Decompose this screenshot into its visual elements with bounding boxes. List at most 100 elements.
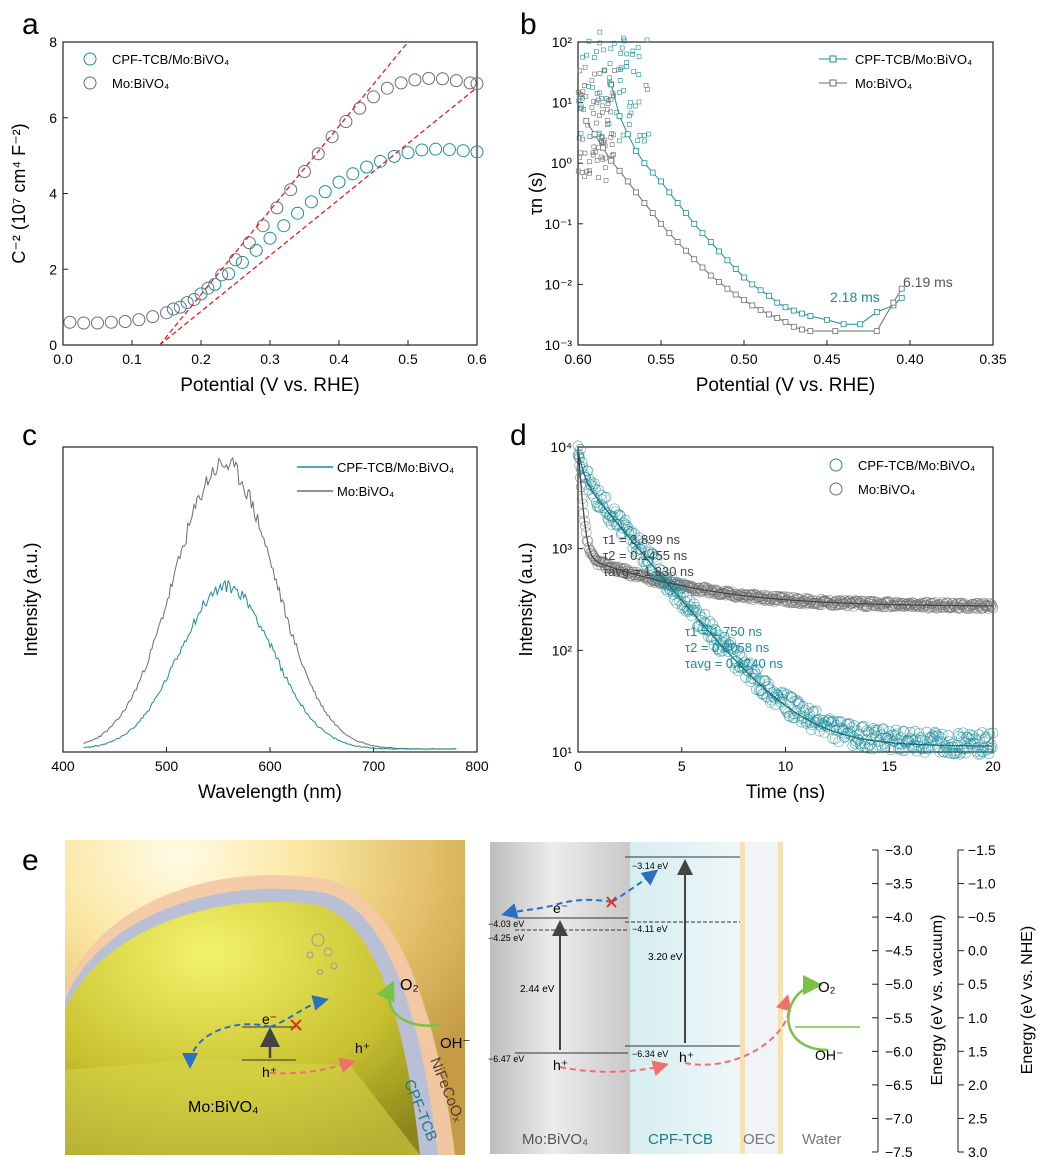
noisy-point (587, 168, 592, 174)
data-point (442, 143, 456, 157)
decay-point (829, 733, 841, 745)
y-tick-label: 10⁻² (544, 276, 572, 292)
data-point (436, 72, 449, 86)
diagram-hole: h⁺ (553, 1057, 568, 1073)
data-point (91, 316, 104, 330)
gap-cpf: 3.20 eV (648, 952, 683, 963)
data-point (799, 310, 805, 317)
data-point (840, 321, 847, 328)
noisy-point (577, 94, 583, 100)
data-point (332, 175, 346, 189)
decay-point (794, 698, 805, 710)
nhe-axis-label: Energy (eV vs. NHE) (1019, 926, 1036, 1074)
data-point (624, 178, 631, 185)
decay-point (769, 692, 781, 704)
data-point (104, 315, 118, 329)
decay-point (956, 743, 968, 755)
data-point (387, 149, 401, 163)
data-point (774, 299, 781, 306)
decay-point (699, 608, 711, 620)
data-point (166, 302, 180, 316)
plot-frame (577, 41, 994, 346)
decay-point (632, 534, 644, 546)
decay-point (972, 748, 984, 760)
decay-point (713, 629, 725, 641)
decay-point (681, 591, 693, 602)
chart-d: 0 5 10 15 20 10¹ 10² 10³ 10⁴ Time (ns) Intensity (… (516, 439, 1001, 803)
decay-point (589, 478, 600, 489)
decay-point (704, 616, 716, 627)
noisy-point (603, 155, 608, 161)
data-point (807, 313, 814, 319)
x-tick-label: 0.2 (191, 351, 211, 367)
noisy-point (601, 47, 606, 53)
diagram-o2: O₂ (818, 979, 836, 996)
legend-marker (829, 458, 843, 472)
noisy-point (602, 165, 608, 171)
data-point (890, 299, 897, 306)
noisy-point (609, 142, 615, 147)
y-tick-label: 2 (49, 261, 57, 277)
data-point (616, 167, 623, 174)
noisy-point (599, 110, 605, 115)
decay-point (817, 714, 829, 726)
x-tick-label: 15 (881, 758, 897, 774)
data-point (394, 76, 408, 90)
column-label-oec: OEC (743, 1131, 776, 1148)
vac-tick-label: −6.5 (885, 1077, 913, 1093)
data-point (339, 115, 353, 129)
chart-c: 400 500 600 700 800 Wavelength (nm) Intensity … (21, 446, 489, 803)
annotation-tau-mo: 6.19 ms (903, 274, 953, 290)
noisy-point (589, 105, 595, 110)
decay-point (923, 601, 935, 612)
x-axis-label: Potential (V vs. RHE) (180, 375, 360, 396)
decay-point (626, 526, 638, 537)
noisy-point (596, 175, 601, 180)
data-point (649, 210, 656, 217)
tau-label-mo: τ2 = 0.1455 ns (603, 548, 688, 563)
vac-tick-label: −4.0 (885, 909, 913, 925)
decay-point (727, 642, 738, 654)
x-axis-label: Time (ns) (746, 782, 826, 803)
data-point (118, 315, 132, 329)
plot-frame (62, 446, 478, 753)
level-vb-cpf: −6.34 eV (632, 1049, 668, 1059)
noisy-point (618, 51, 623, 56)
noisy-point (642, 133, 647, 138)
data-point (683, 210, 689, 217)
decay-point (710, 625, 722, 636)
spectrum-line (83, 579, 457, 750)
legend-label: Mo:BiVO₄ (337, 484, 394, 499)
x-axis-label: Potential (V vs. RHE) (696, 375, 876, 396)
noisy-point (591, 111, 596, 116)
data-point (641, 160, 648, 167)
nhe-tick-label: 3.0 (968, 1144, 988, 1157)
data-point (790, 323, 797, 330)
legend-marker (829, 482, 843, 496)
level-cb-mo: −4.03 eV (488, 919, 524, 929)
decay-point (738, 661, 750, 673)
energy-axes: Energy (eV vs. vacuum) Energy (eV vs. NH… (872, 842, 1036, 1157)
decay-point (899, 745, 911, 756)
decay-point (677, 602, 688, 614)
data-point (757, 306, 764, 313)
decay-point (772, 595, 784, 606)
data-point (249, 243, 263, 257)
x-tick-label: 0.3 (260, 351, 280, 367)
decay-point (732, 645, 743, 656)
data-point (380, 81, 394, 95)
chart-a: 0.0 0.1 0.2 0.3 0.4 0.5 0.6 0 2 4 6 8 Potential (V v… (9, 34, 487, 396)
decay-point (776, 687, 787, 698)
data-point (470, 145, 484, 159)
noisy-point (592, 71, 597, 77)
decay-point (622, 521, 634, 533)
decay-point (575, 444, 586, 455)
data-point (77, 316, 91, 330)
nhe-tick-label: 0.0 (968, 943, 988, 959)
x-tick-label: 0 (574, 758, 582, 774)
data-point (824, 316, 830, 323)
data-point (691, 220, 698, 227)
decay-point (810, 705, 822, 717)
noisy-point (627, 113, 632, 119)
noisy-point (586, 38, 592, 44)
